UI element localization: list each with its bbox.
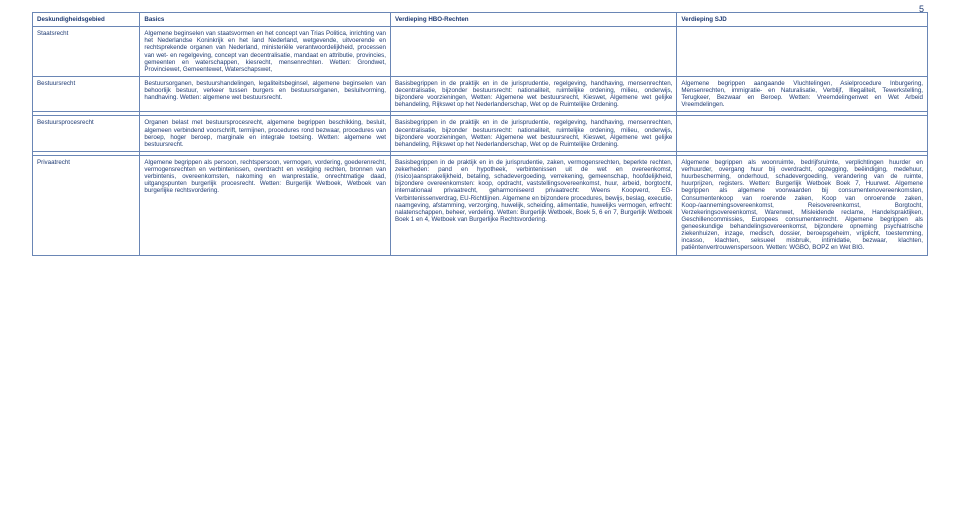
row-label: Bestuursrecht xyxy=(33,76,140,112)
table-row: Bestuursrecht Bestuursorganen, bestuursh… xyxy=(33,76,928,112)
row-sjd xyxy=(677,116,928,152)
header-col2: Basics xyxy=(140,13,391,27)
table-row: Privaatrecht Algemene begrippen als pers… xyxy=(33,155,928,255)
row-label: Staatsrecht xyxy=(33,27,140,77)
header-col3: Verdieping HBO-Rechten xyxy=(390,13,676,27)
table-row: Bestuursprocesrecht Organen belast met b… xyxy=(33,116,928,152)
row-hbo: Basisbegrippen in de praktijk en in de j… xyxy=(390,155,676,255)
row-sjd: Algemene begrippen aangaande Vluchteling… xyxy=(677,76,928,112)
row-label: Bestuursprocesrecht xyxy=(33,116,140,152)
header-col1: Deskundigheidsgebied xyxy=(33,13,140,27)
document-page: 5 Deskundigheidsgebied Basics Verdieping… xyxy=(0,0,960,531)
main-table: Deskundigheidsgebied Basics Verdieping H… xyxy=(32,12,928,256)
row-hbo: Basisbegrippen in de praktijk en in de j… xyxy=(390,76,676,112)
table-header-row: Deskundigheidsgebied Basics Verdieping H… xyxy=(33,13,928,27)
row-basics: Bestuursorganen, bestuurshandelingen, le… xyxy=(140,76,391,112)
row-label: Privaatrecht xyxy=(33,155,140,255)
row-basics: Algemene begrippen als persoon, rechtspe… xyxy=(140,155,391,255)
table-row: Staatsrecht Algemene beginselen van staa… xyxy=(33,27,928,77)
row-basics: Organen belast met bestuursprocesrecht, … xyxy=(140,116,391,152)
row-basics: Algemene beginselen van staatsvormen en … xyxy=(140,27,391,77)
row-hbo: Basisbegrippen in de praktijk en in de j… xyxy=(390,116,676,152)
header-col4: Verdieping SJD xyxy=(677,13,928,27)
row-sjd: Algemene begrippen als woonruimte, bedri… xyxy=(677,155,928,255)
row-sjd xyxy=(677,27,928,77)
row-hbo xyxy=(390,27,676,77)
page-number: 5 xyxy=(919,4,924,14)
